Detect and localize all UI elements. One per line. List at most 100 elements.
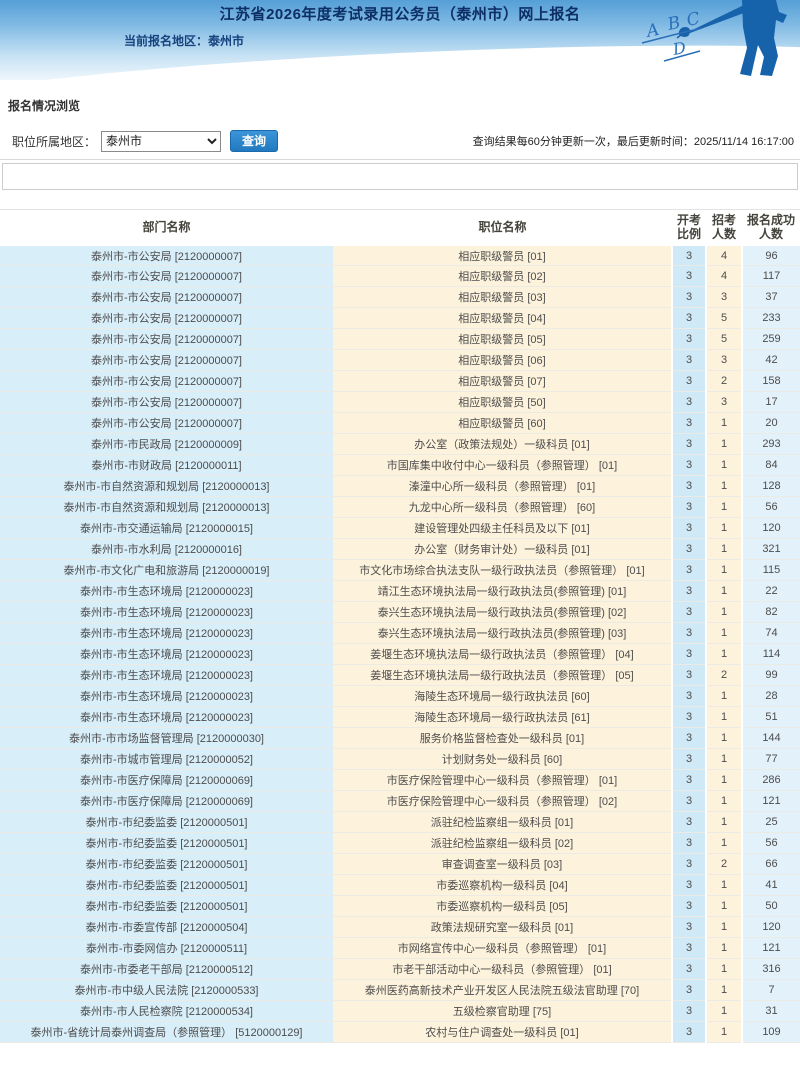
table-row[interactable]: 泰州市-市纪委监委 [2120000501] 派驻纪检监察组一级科员 [01] … bbox=[0, 811, 800, 833]
region-select[interactable]: 泰州市 bbox=[101, 130, 222, 152]
position-cell: 靖江生态环境执法局一级行政执法员(参照管理) [01] bbox=[333, 580, 672, 602]
table-row[interactable]: 泰州市-市公安局 [2120000007] 相应职级警员 [04] 3 5 23… bbox=[0, 307, 800, 329]
table-row[interactable]: 泰州市-市财政局 [2120000011] 市国库集中收付中心一级科员（参照管理… bbox=[0, 454, 800, 476]
table-row[interactable]: 泰州市-市纪委监委 [2120000501] 派驻纪检监察组一级科员 [02] … bbox=[0, 832, 800, 854]
exam-ratio-cell: 3 bbox=[671, 643, 706, 665]
successful-applicants-cell: 41 bbox=[741, 874, 800, 896]
exam-ratio-cell: 3 bbox=[671, 706, 706, 728]
exam-ratio-cell: 3 bbox=[671, 853, 706, 875]
openings-cell: 1 bbox=[705, 622, 742, 644]
table-row[interactable]: 泰州市-市中级人民法院 [2120000533] 泰州医药高新技术产业开发区人民… bbox=[0, 979, 800, 1001]
table-row[interactable]: 泰州市-市自然资源和规划局 [2120000013] 九龙中心所一级科员（参照管… bbox=[0, 496, 800, 518]
table-row[interactable]: 泰州市-市公安局 [2120000007] 相应职级警员 [50] 3 3 17 bbox=[0, 391, 800, 413]
table-row[interactable]: 泰州市-市生态环境局 [2120000023] 姜堰生态环境执法局一级行政执法员… bbox=[0, 643, 800, 665]
exam-ratio-cell: 3 bbox=[671, 475, 706, 497]
table-row[interactable]: 泰州市-市公安局 [2120000007] 相应职级警员 [02] 3 4 11… bbox=[0, 265, 800, 287]
table-row[interactable]: 泰州市-市纪委监委 [2120000501] 审查调查室一级科员 [03] 3 … bbox=[0, 853, 800, 875]
table-row[interactable]: 泰州市-市人民检察院 [2120000534] 五级检察官助理 [75] 3 1… bbox=[0, 1000, 800, 1022]
page-title: 江苏省2026年度考试录用公务员（泰州市）网上报名 bbox=[219, 6, 581, 23]
openings-cell: 4 bbox=[705, 244, 742, 266]
table-row[interactable]: 泰州市-市医疗保障局 [2120000069] 市医疗保险管理中心一级科员（参照… bbox=[0, 769, 800, 791]
exam-ratio-cell: 3 bbox=[671, 832, 706, 854]
openings-cell: 1 bbox=[705, 559, 742, 581]
exam-ratio-cell: 3 bbox=[671, 454, 706, 476]
table-row[interactable]: 泰州市-市生态环境局 [2120000023] 姜堰生态环境执法局一级行政执法员… bbox=[0, 664, 800, 686]
query-button[interactable]: 查询 bbox=[230, 130, 279, 152]
horizontal-divider bbox=[0, 159, 800, 160]
department-cell: 泰州市-市生态环境局 [2120000023] bbox=[0, 685, 333, 707]
table-row[interactable]: 泰州市-市生态环境局 [2120000023] 泰兴生态环境执法局一级行政执法员… bbox=[0, 601, 800, 623]
table-row[interactable]: 泰州市-市公安局 [2120000007] 相应职级警员 [06] 3 3 42 bbox=[0, 349, 800, 371]
successful-applicants-cell: 25 bbox=[741, 811, 800, 833]
openings-cell: 1 bbox=[705, 811, 742, 833]
department-cell: 泰州市-市中级人民法院 [2120000533] bbox=[0, 979, 333, 1001]
exam-ratio-cell: 3 bbox=[671, 811, 706, 833]
position-cell: 海陵生态环境局一级行政执法员 [60] bbox=[333, 685, 672, 707]
successful-applicants-cell: 120 bbox=[741, 517, 800, 539]
successful-applicants-cell: 128 bbox=[741, 475, 800, 497]
table-row[interactable]: 泰州市-市生态环境局 [2120000023] 靖江生态环境执法局一级行政执法员… bbox=[0, 580, 800, 602]
table-row[interactable]: 泰州市-市公安局 [2120000007] 相应职级警员 [07] 3 2 15… bbox=[0, 370, 800, 392]
department-cell: 泰州市-市交通运输局 [2120000015] bbox=[0, 517, 333, 539]
svg-text:A: A bbox=[643, 20, 661, 43]
successful-applicants-cell: 158 bbox=[741, 370, 800, 392]
table-row[interactable]: 泰州市-市公安局 [2120000007] 相应职级警员 [01] 3 4 96 bbox=[0, 244, 800, 266]
department-cell: 泰州市-市公安局 [2120000007] bbox=[0, 265, 333, 287]
table-row[interactable]: 泰州市-市自然资源和规划局 [2120000013] 溱潼中心所一级科员（参照管… bbox=[0, 475, 800, 497]
table-row[interactable]: 泰州市-市民政局 [2120000009] 办公室（政策法规处）一级科员 [01… bbox=[0, 433, 800, 455]
openings-cell: 1 bbox=[705, 769, 742, 791]
table-row[interactable]: 泰州市-市委网信办 [2120000511] 市网络宣传中心一级科员（参照管理）… bbox=[0, 937, 800, 959]
table-row[interactable]: 泰州市-市公安局 [2120000007] 相应职级警员 [60] 3 1 20 bbox=[0, 412, 800, 434]
successful-applicants-cell: 121 bbox=[741, 790, 800, 812]
department-cell: 泰州市-市纪委监委 [2120000501] bbox=[0, 895, 333, 917]
successful-applicants-cell: 56 bbox=[741, 496, 800, 518]
position-cell: 派驻纪检监察组一级科员 [02] bbox=[333, 832, 672, 854]
table-row[interactable]: 泰州市-省统计局泰州调查局（参照管理） [5120000129] 农村与住户调查… bbox=[0, 1021, 800, 1043]
table-row[interactable]: 泰州市-市医疗保障局 [2120000069] 市医疗保险管理中心一级科员（参照… bbox=[0, 790, 800, 812]
table-row[interactable]: 泰州市-市公安局 [2120000007] 相应职级警员 [05] 3 5 25… bbox=[0, 328, 800, 350]
pen-icon bbox=[680, 3, 752, 36]
successful-applicants-cell: 20 bbox=[741, 412, 800, 434]
department-cell: 泰州市-市委老干部局 [2120000512] bbox=[0, 958, 333, 980]
exam-ratio-cell: 3 bbox=[671, 1021, 706, 1043]
header-position: 职位名称 bbox=[333, 209, 672, 246]
table-row[interactable]: 泰州市-市生态环境局 [2120000023] 泰兴生态环境执法局一级行政执法员… bbox=[0, 622, 800, 644]
successful-applicants-cell: 259 bbox=[741, 328, 800, 350]
department-cell: 泰州市-市公安局 [2120000007] bbox=[0, 370, 333, 392]
table-row[interactable]: 泰州市-市纪委监委 [2120000501] 市委巡察机构一级科员 [05] 3… bbox=[0, 895, 800, 917]
department-cell: 泰州市-市医疗保障局 [2120000069] bbox=[0, 790, 333, 812]
openings-cell: 1 bbox=[705, 1000, 742, 1022]
department-cell: 泰州市-市生态环境局 [2120000023] bbox=[0, 622, 333, 644]
department-cell: 泰州市-市生态环境局 [2120000023] bbox=[0, 664, 333, 686]
table-row[interactable]: 泰州市-市交通运输局 [2120000015] 建设管理处四级主任科员及以下 [… bbox=[0, 517, 800, 539]
message-box[interactable] bbox=[2, 163, 798, 190]
department-cell: 泰州市-市公安局 [2120000007] bbox=[0, 307, 333, 329]
svg-text:D: D bbox=[670, 38, 687, 59]
position-cell: 农村与住户调查处一级科员 [01] bbox=[333, 1021, 672, 1043]
exam-ratio-cell: 3 bbox=[671, 685, 706, 707]
section-title: 报名情况浏览 bbox=[8, 99, 81, 113]
table-row[interactable]: 泰州市-市生态环境局 [2120000023] 海陵生态环境局一级行政执法员 [… bbox=[0, 685, 800, 707]
position-cell: 姜堰生态环境执法局一级行政执法员（参照管理） [05] bbox=[333, 664, 672, 686]
successful-applicants-cell: 233 bbox=[741, 307, 800, 329]
openings-cell: 3 bbox=[705, 286, 742, 308]
table-row[interactable]: 泰州市-市城市管理局 [2120000052] 计划财务处一级科员 [60] 3… bbox=[0, 748, 800, 770]
table-row[interactable]: 泰州市-市市场监督管理局 [2120000030] 服务价格监督检查处一级科员 … bbox=[0, 727, 800, 749]
successful-applicants-cell: 37 bbox=[741, 286, 800, 308]
table-row[interactable]: 泰州市-市文化广电和旅游局 [2120000019] 市文化市场综合执法支队一级… bbox=[0, 559, 800, 581]
exam-ratio-cell: 3 bbox=[671, 496, 706, 518]
department-cell: 泰州市-市公安局 [2120000007] bbox=[0, 244, 333, 266]
table-row[interactable]: 泰州市-市委老干部局 [2120000512] 市老干部活动中心一级科员（参照管… bbox=[0, 958, 800, 980]
table-row[interactable]: 泰州市-市纪委监委 [2120000501] 市委巡察机构一级科员 [04] 3… bbox=[0, 874, 800, 896]
successful-applicants-cell: 17 bbox=[741, 391, 800, 413]
successful-applicants-cell: 28 bbox=[741, 685, 800, 707]
table-row[interactable]: 泰州市-市生态环境局 [2120000023] 海陵生态环境局一级行政执法员 [… bbox=[0, 706, 800, 728]
page-header: 江苏省2026年度考试录用公务员（泰州市）网上报名 当前报名地区：泰州市 A B… bbox=[0, 0, 800, 80]
table-row[interactable]: 泰州市-市委宣传部 [2120000504] 政策法规研究室一级科员 [01] … bbox=[0, 916, 800, 938]
table-row[interactable]: 泰州市-市水利局 [2120000016] 办公室（财务审计处）一级科员 [01… bbox=[0, 538, 800, 560]
department-cell: 泰州市-市公安局 [2120000007] bbox=[0, 286, 333, 308]
table-row[interactable]: 泰州市-市公安局 [2120000007] 相应职级警员 [03] 3 3 37 bbox=[0, 286, 800, 308]
openings-cell: 1 bbox=[705, 538, 742, 560]
successful-applicants-cell: 84 bbox=[741, 454, 800, 476]
successful-applicants-cell: 82 bbox=[741, 601, 800, 623]
